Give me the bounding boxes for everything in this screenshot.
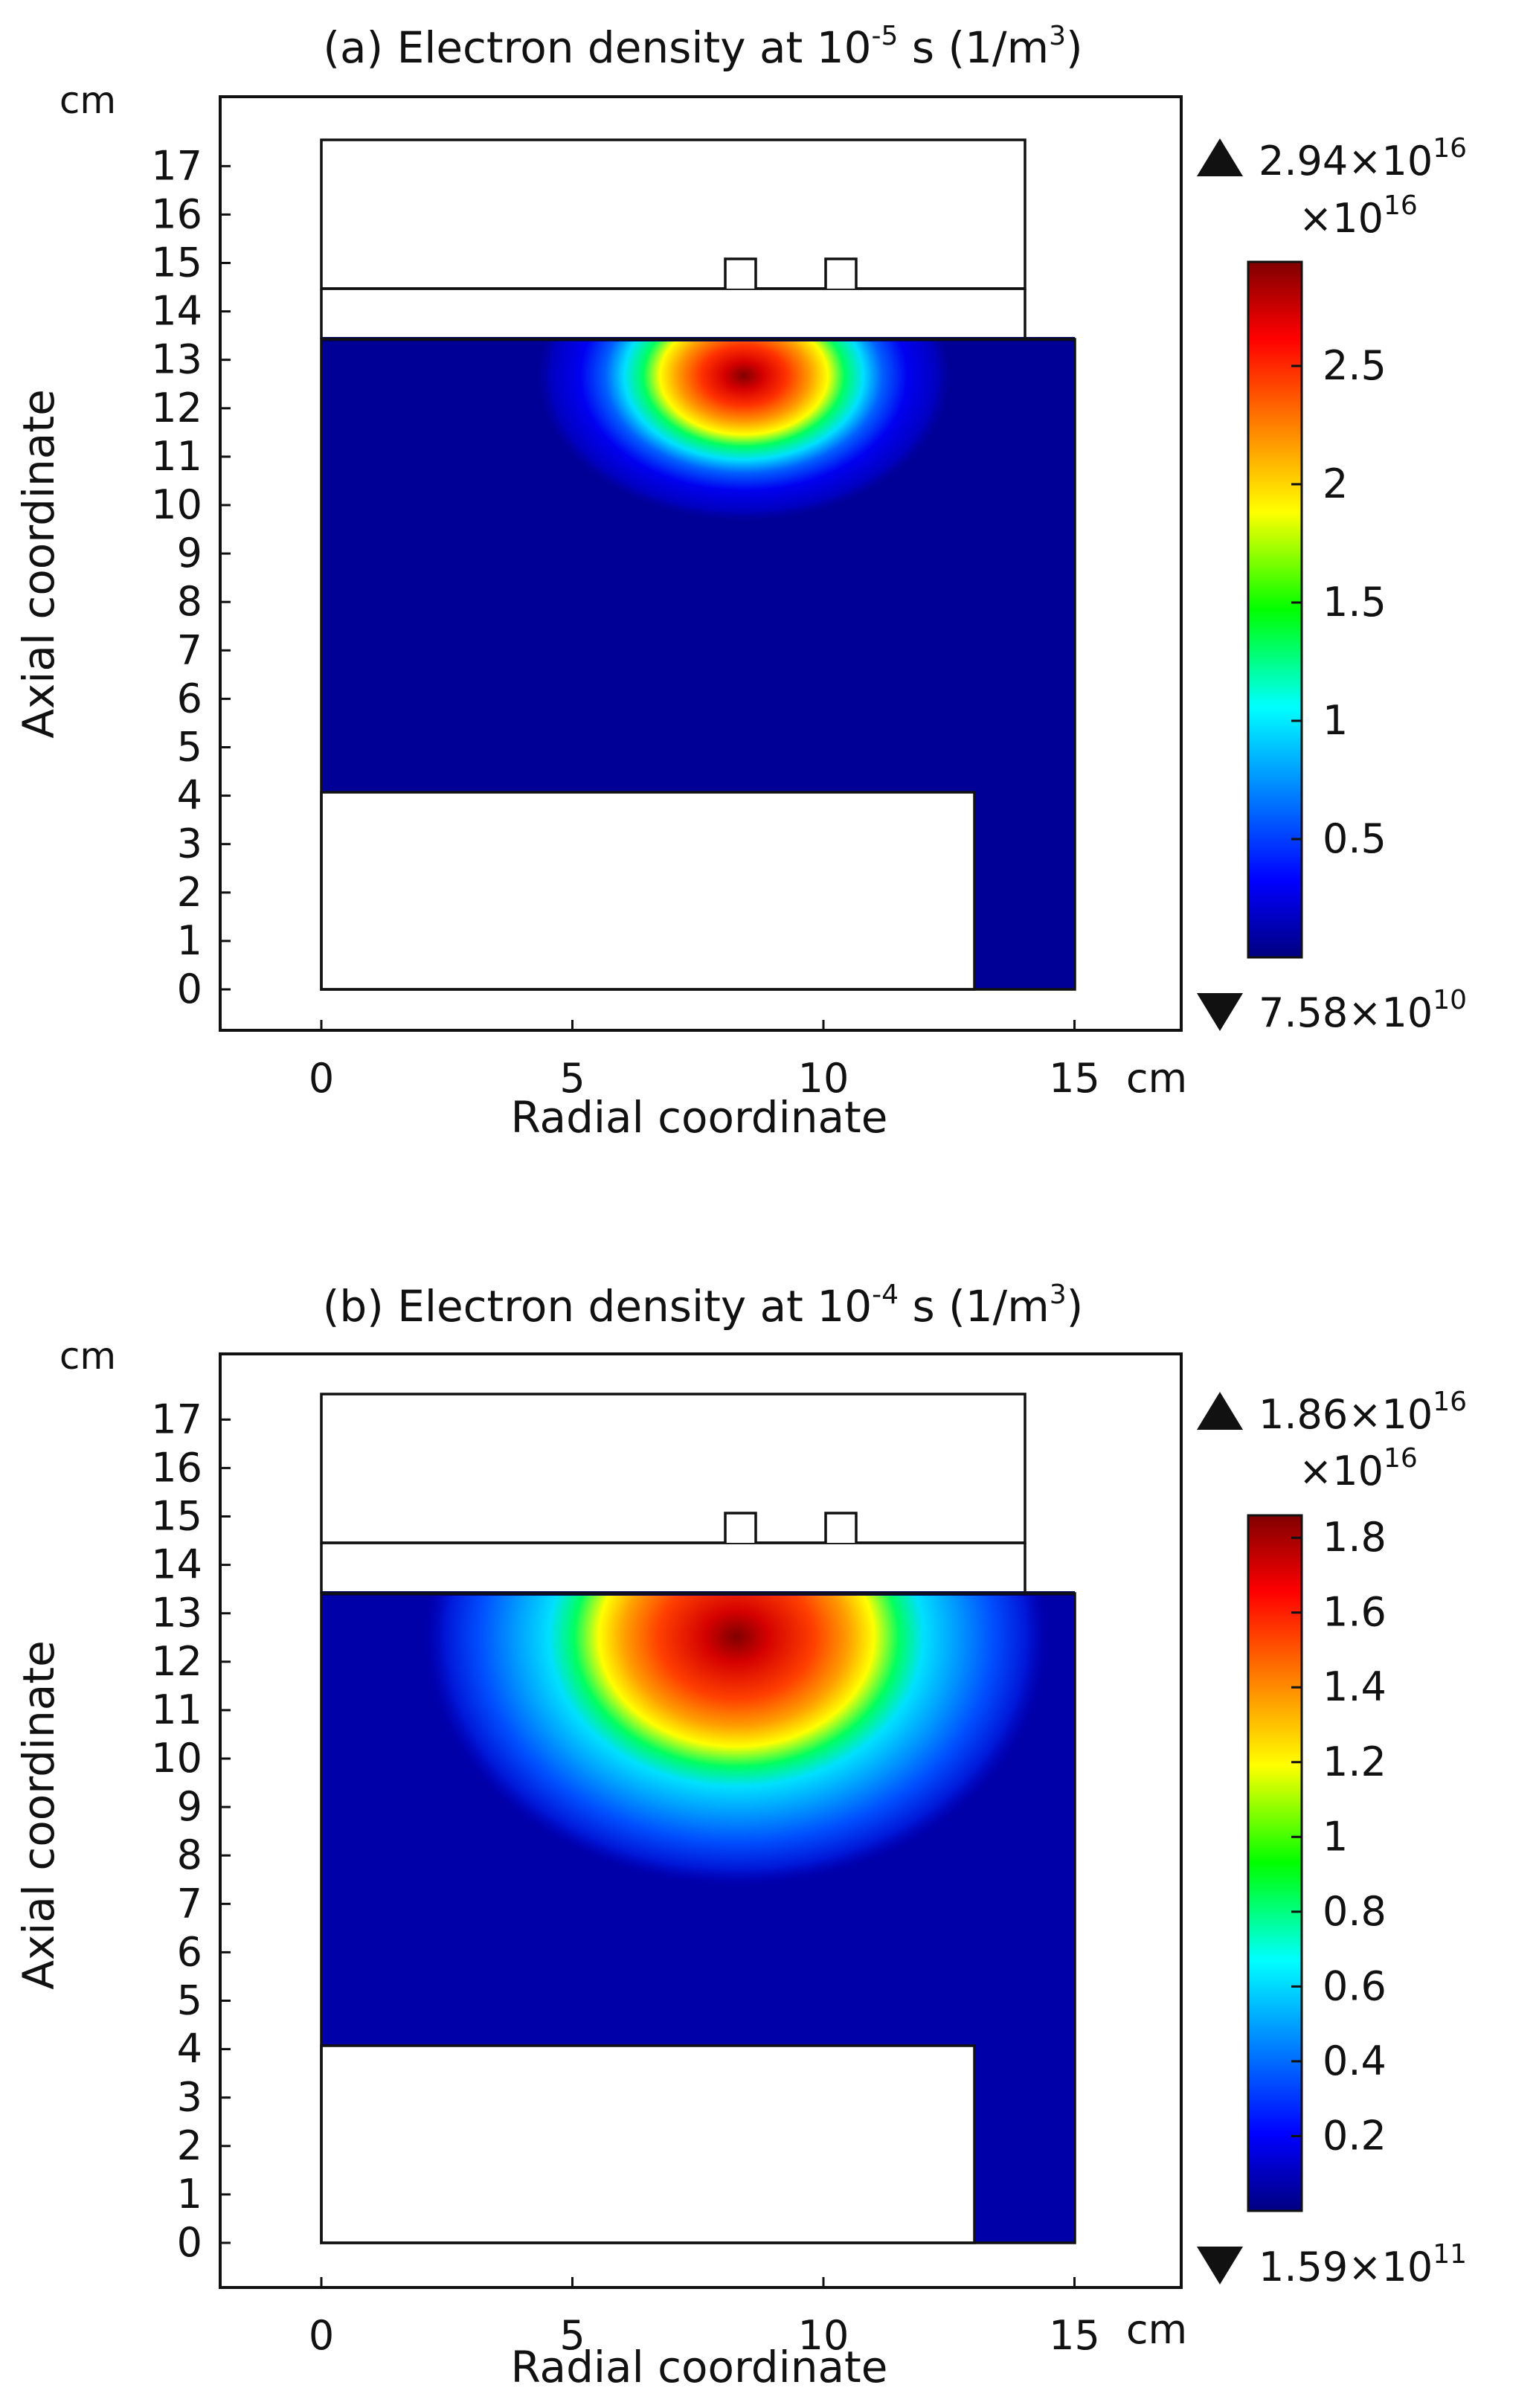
panel-b-density-plume: [321, 1593, 1075, 2243]
panel-b-y-tick-label: 4: [177, 2026, 202, 2073]
panel-b-ylabel: Axial coordinate: [13, 1640, 64, 1990]
panel-b-colorbar-min: 1.59×1011: [1259, 2239, 1467, 2290]
panel-b-colorbar-tick-label: 1.6: [1323, 1589, 1387, 1636]
panel-a-x-tick-label: 5: [559, 1055, 585, 1102]
panel-a-y-tick-label: 14: [151, 288, 202, 335]
panel-b-y-tick-label: 0: [177, 2219, 202, 2266]
panel-b-colorbar-tick-label: 0.6: [1323, 1962, 1387, 2009]
panel-a-y-tick-label: 13: [151, 336, 202, 383]
panel-b-y-tick-label: 16: [151, 1444, 202, 1491]
panel-a-xlabel: Radial coordinate: [511, 1092, 888, 1143]
panel-b-max-marker-icon: [1197, 1392, 1243, 1430]
panel-a-y-tick-label: 4: [177, 772, 202, 819]
panel-b-y-tick-label: 6: [177, 1928, 202, 1975]
panel-b-coil-right: [824, 1512, 858, 1543]
panel-b-min-marker-icon: [1197, 2247, 1243, 2285]
panel-a-max-marker-icon: [1197, 138, 1243, 176]
panel-a-x-unit: cm: [1126, 1055, 1187, 1102]
panel-a-substrate: [320, 791, 976, 991]
panel-a-colorbar-tick-label: 2: [1323, 460, 1348, 507]
panel-b-x-tick-label: 5: [559, 2312, 585, 2359]
panel-b-y-tick-label: 17: [151, 1396, 202, 1442]
panel-a-coil-right: [824, 257, 858, 289]
panel-b-colorbar-tick-label: 1.4: [1323, 1663, 1387, 1710]
panel-b-colorbar-tick-label: 0.4: [1323, 2038, 1387, 2084]
panel-a-min-marker-icon: [1197, 993, 1243, 1031]
panel-b-colorbar-ticks: 0.2 0.4 0.6 0.8 1 1.2 1.4 1.6 1.8: [1291, 1514, 1387, 2159]
panel-b-x-unit: cm: [1126, 2306, 1187, 2353]
panel-b-x-tick-label: 10: [798, 2312, 849, 2359]
panel-a-density-plume: [321, 339, 1075, 989]
panel-b-y-tick-label: 1: [177, 2171, 202, 2218]
panel-a-y-tick-label: 5: [177, 724, 202, 771]
panel-b-colorbar-tick-label: 0.8: [1323, 1888, 1387, 1935]
panel-a-coil-left: [724, 257, 757, 289]
panel-b-y-tick-label: 2: [177, 2122, 202, 2169]
panel-a-ylabel: Axial coordinate: [13, 389, 64, 739]
panel-b-y-unit: cm: [60, 1335, 116, 1378]
panel-a-chamber-top: [320, 138, 1026, 290]
panel-a-x-tick-label: 15: [1049, 1055, 1100, 1102]
panel-b-chamber-top: [320, 1393, 1026, 1544]
panel-a-y-tick-label: 2: [177, 869, 202, 916]
panel-a-y-tick-label: 7: [177, 626, 202, 673]
panel-a-colorbar-tick-label: 2.5: [1323, 342, 1387, 389]
panel-a-colorbar-tick-label: 1.5: [1323, 579, 1387, 626]
panel-a-title: (a) Electron density at 10-5 s (1/m3): [323, 21, 1082, 73]
panel-a-x-tick-label: 10: [798, 1055, 849, 1102]
panel-a-y-tick-label: 9: [177, 530, 202, 577]
panel-a-x-ticks: 0 5 10 15: [309, 1020, 1100, 1102]
panel-b-y-tick-label: 15: [151, 1493, 202, 1540]
panel-b-colorbar-max: 1.86×1016: [1259, 1387, 1467, 1438]
panel-a-y-tick-label: 16: [151, 190, 202, 237]
panel-b-xlabel: Radial coordinate: [511, 2342, 888, 2392]
panel-b-y-tick-label: 13: [151, 1590, 202, 1637]
panel-a-y-tick-label: 6: [177, 675, 202, 722]
panel-a-y-tick-label: 1: [177, 917, 202, 964]
panel-b-colorbar: [1247, 1514, 1303, 2212]
panel-a-x-tick-label: 0: [309, 1055, 334, 1102]
panel-b-y-tick-label: 14: [151, 1541, 202, 1588]
panel-b-y-tick-label: 12: [151, 1638, 202, 1685]
panel-b-y-tick-label: 7: [177, 1880, 202, 1927]
panel-a-y-tick-label: 3: [177, 821, 202, 867]
panel-b-colorbar-tick-label: 0.2: [1323, 2112, 1387, 2159]
panel-a-colorbar-tick-label: 0.5: [1323, 815, 1387, 862]
panel-a-y-tick-label: 17: [151, 142, 202, 189]
panel-a-y-tick-label: 8: [177, 578, 202, 625]
panel-a-y-tick-label: 0: [177, 966, 202, 1012]
panel-b-x-tick-label: 0: [309, 2312, 334, 2359]
panel-a: (a) Electron density at 10-5 s (1/m3) 01…: [13, 21, 1467, 1143]
panel-a-y-tick-label: 10: [151, 481, 202, 528]
panel-a-colorbar-ticks: 0.5 1 1.5 2 2.5: [1291, 342, 1387, 862]
panel-a-y-tick-label: 11: [151, 433, 202, 480]
panel-b-x-tick-label: 15: [1049, 2312, 1100, 2359]
panel-a-y-tick-label: 12: [151, 385, 202, 431]
panel-a-y-unit: cm: [60, 79, 116, 122]
panel-a-y-tick-label: 15: [151, 240, 202, 286]
panel-b-title: (b) Electron density at 10-4 s (1/m3): [323, 1280, 1084, 1332]
panel-b-colorbar-tick-label: 1.8: [1323, 1514, 1387, 1561]
panel-a-colorbar-min: 7.58×1010: [1259, 985, 1467, 1036]
panel-b-y-tick-label: 10: [151, 1735, 202, 1782]
panel-a-colorbar-max: 2.94×1016: [1259, 133, 1467, 184]
panel-b-colorbar-scale: ×1016: [1299, 1443, 1418, 1494]
panel-a-colorbar-scale: ×1016: [1299, 190, 1418, 242]
panel-b-substrate: [320, 2044, 976, 2244]
panel-b-y-tick-label: 8: [177, 1831, 202, 1878]
panel-b: (b) Electron density at 10-4 s (1/m3) 01…: [13, 1280, 1467, 2392]
panel-b-y-tick-label: 11: [151, 1686, 202, 1733]
panel-a-colorbar: [1247, 260, 1303, 959]
panel-b-colorbar-tick-label: 1.2: [1323, 1738, 1387, 1785]
panel-b-colorbar-tick-label: 1: [1323, 1813, 1348, 1860]
panel-b-y-tick-label: 9: [177, 1783, 202, 1830]
panel-b-y-tick-label: 5: [177, 1977, 202, 2024]
panel-b-coil-left: [724, 1512, 757, 1543]
panel-b-x-ticks: 0 5 10 15: [309, 2277, 1100, 2359]
panel-a-colorbar-tick-label: 1: [1323, 697, 1348, 744]
panel-b-y-tick-label: 3: [177, 2074, 202, 2121]
